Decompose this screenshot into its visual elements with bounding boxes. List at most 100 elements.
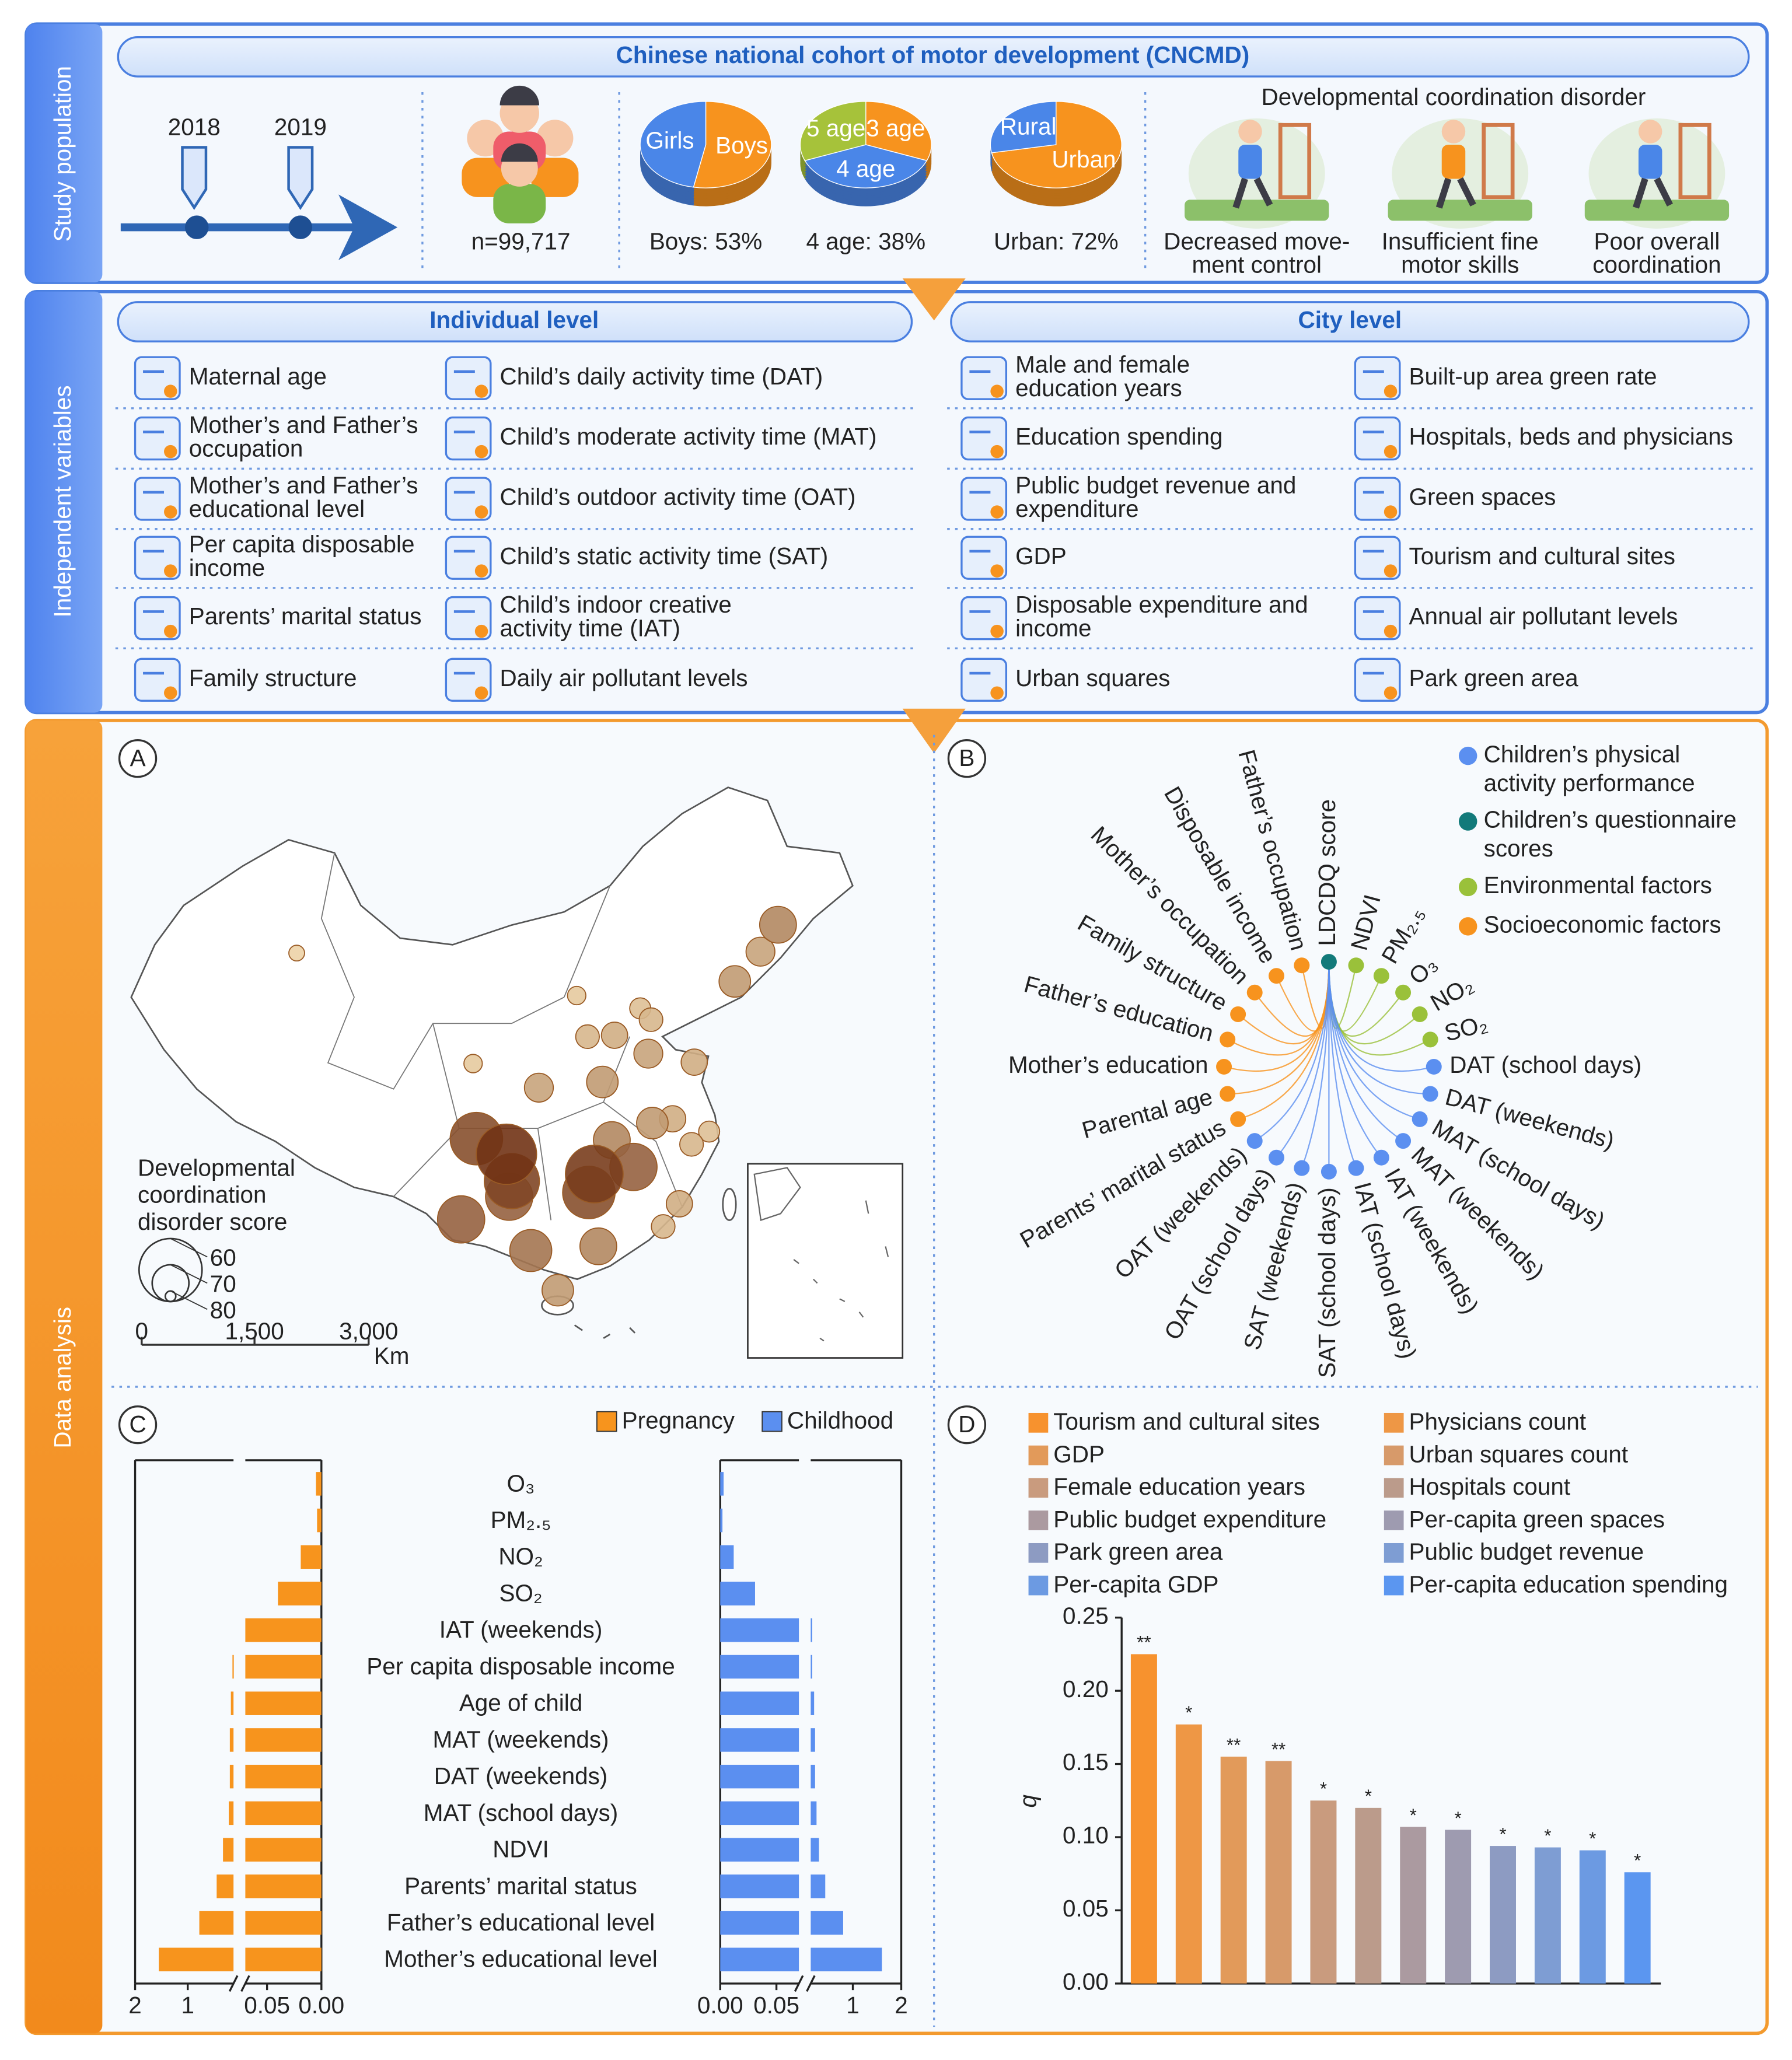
- slice-label: 4 age: [836, 155, 895, 182]
- category-label: Age of child: [459, 1690, 582, 1716]
- legend-label: Physicians count: [1409, 1408, 1587, 1435]
- variable-icon-dot: [474, 564, 488, 578]
- category-label: O₃: [507, 1470, 535, 1496]
- pie-slice: [991, 101, 1122, 188]
- map-inset: [747, 1163, 904, 1359]
- category-label: DAT (weekends): [434, 1762, 608, 1789]
- city-bubble: [600, 1022, 628, 1049]
- variable-label: Urban squares: [1015, 664, 1170, 691]
- bar: [811, 1728, 815, 1752]
- node: [1412, 1006, 1428, 1023]
- pie-slice: [865, 101, 932, 162]
- header-pill: [950, 301, 1750, 342]
- illustration-prop: [1482, 123, 1515, 200]
- bar: [316, 1472, 322, 1496]
- node: [1395, 984, 1412, 1001]
- variable-icon-dot: [164, 384, 177, 398]
- dcd-item: ment control: [1192, 251, 1322, 278]
- variable-label: GDP: [1015, 543, 1067, 569]
- illustration-leg: [1654, 177, 1673, 207]
- legend-swatch: [1384, 1478, 1404, 1498]
- category-label: Parents’ marital status: [404, 1872, 637, 1899]
- section-strip: [26, 291, 103, 713]
- city-bubble: [288, 945, 305, 962]
- panel-label: A: [130, 744, 146, 771]
- variable-label: educational level: [189, 495, 365, 522]
- significance: *: [1185, 1702, 1192, 1723]
- category-label: IAT (weekends): [439, 1616, 603, 1643]
- legend-swatch: [1384, 1543, 1404, 1563]
- legend-label: activity performance: [1484, 770, 1695, 796]
- bar: [245, 1947, 322, 1972]
- size-legend-leader: [170, 1290, 208, 1310]
- slice-label: Boys: [715, 132, 768, 159]
- significance: *: [1589, 1828, 1596, 1849]
- size-legend-label: 70: [210, 1271, 236, 1297]
- legend-dot: [1458, 877, 1477, 897]
- node: [1422, 1031, 1438, 1048]
- category-label: MAT (school days): [424, 1799, 618, 1826]
- node: [1321, 1163, 1337, 1180]
- legend-label: Per-capita education spending: [1409, 1571, 1728, 1597]
- sample-size: n=99,717: [471, 228, 571, 254]
- city-bubble: [565, 1145, 624, 1204]
- variable-label: Child’s outdoor activity time (OAT): [500, 484, 856, 510]
- variable-icon-dot: [1384, 624, 1398, 638]
- legend-label: Park green area: [1053, 1538, 1223, 1565]
- variable-label: expenditure: [1015, 495, 1138, 522]
- city-bubble: [636, 1107, 669, 1139]
- significance: **: [1137, 1632, 1151, 1653]
- variable-icon-dot: [990, 445, 1004, 459]
- panel-badge: [118, 739, 158, 778]
- variable-icon-dot: [474, 505, 488, 519]
- node: [1348, 957, 1364, 974]
- axis-break: [228, 1975, 239, 1992]
- node: [1412, 1111, 1428, 1127]
- illustration-body: [1441, 144, 1466, 179]
- legend-label: Per-capita GDP: [1053, 1571, 1218, 1597]
- bar: [811, 1618, 812, 1642]
- variable-label: Family structure: [189, 664, 357, 691]
- city-bubble: [638, 1007, 663, 1032]
- scale-label: 1,500: [225, 1318, 284, 1345]
- significance: **: [1271, 1739, 1286, 1760]
- bar: [720, 1582, 755, 1606]
- bar: [245, 1801, 322, 1825]
- city-bubble: [718, 965, 752, 998]
- illustration-prop: [1278, 123, 1312, 200]
- node: [1348, 1160, 1364, 1176]
- variable-label: occupation: [189, 435, 303, 461]
- bar: [811, 1874, 826, 1898]
- slice-label: Girls: [645, 127, 694, 153]
- section-strip: [26, 24, 103, 283]
- legend-label: Public budget expenditure: [1053, 1506, 1326, 1533]
- city-bubble: [579, 1227, 617, 1265]
- bar: [720, 1801, 799, 1825]
- significance: *: [1634, 1851, 1641, 1871]
- panel-label: C: [129, 1411, 146, 1438]
- variable-icon-dot: [1384, 384, 1398, 398]
- legend-label: Urban squares count: [1409, 1440, 1629, 1467]
- node: [1246, 1133, 1263, 1149]
- variable-icon-dot: [1384, 445, 1398, 459]
- bar: [245, 1655, 322, 1679]
- illustration-prop: [1678, 123, 1711, 200]
- variable-icon-dot: [990, 505, 1004, 519]
- slice-label: 5 age: [806, 115, 865, 142]
- variable-label: Per capita disposable: [189, 531, 415, 558]
- y-tick-label: 0.15: [1063, 1748, 1109, 1775]
- legend-swatch: [1384, 1445, 1404, 1466]
- legend-title: coordination: [138, 1181, 266, 1208]
- header-pill: [117, 36, 1750, 78]
- bar: [245, 1728, 322, 1752]
- legend-swatch: [1028, 1543, 1049, 1563]
- x-tick-label: 0.05: [244, 1992, 290, 2019]
- bar: [245, 1874, 322, 1898]
- illustration-body: [1238, 144, 1262, 179]
- variable-label: Child’s indoor creative: [500, 591, 732, 618]
- variable-icon-dot: [990, 624, 1004, 638]
- node: [1426, 1058, 1442, 1075]
- map-inset-outline: [753, 1167, 889, 1342]
- bar: [1490, 1846, 1516, 1984]
- panel-title: Individual level: [429, 306, 599, 333]
